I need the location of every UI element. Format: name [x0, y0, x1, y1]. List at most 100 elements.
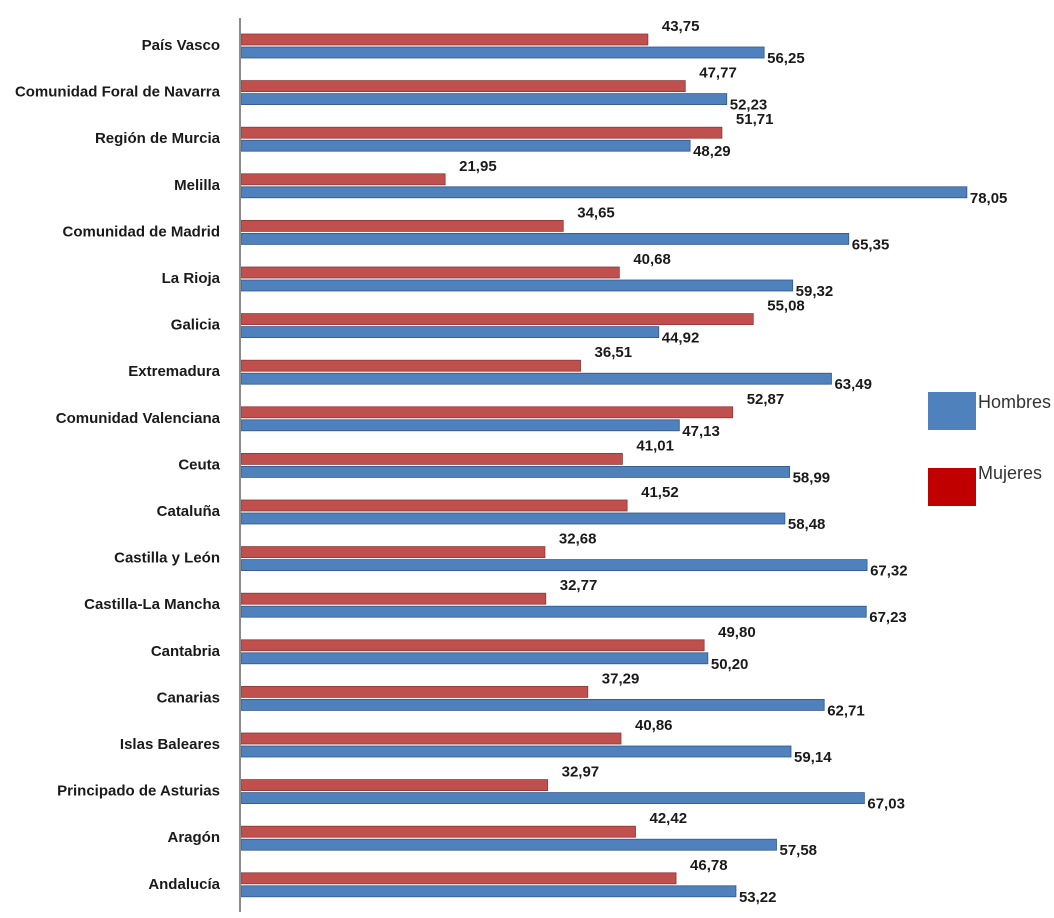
value-label-mujeres-melilla: 21,95	[459, 158, 497, 175]
value-label-hombres-extremadura: 63,49	[834, 376, 872, 393]
bar-hombres-extremadura	[240, 372, 832, 385]
value-label-mujeres-canarias: 37,29	[602, 670, 640, 687]
category-label-pais-vasco: País Vasco	[142, 37, 220, 54]
bar-mujeres-comunidad-foral-de-navarra	[240, 80, 686, 92]
legend-label-mujeres: Mujeres	[978, 463, 1043, 483]
category-label-comunidad-de-madrid: Comunidad de Madrid	[63, 223, 221, 240]
legend-swatch-mujeres	[928, 468, 976, 506]
bar-hombres-principado-de-asturias	[240, 792, 865, 804]
value-label-hombres-galicia: 44,92	[662, 330, 700, 347]
value-label-hombres-castilla-y-leon: 67,32	[870, 563, 908, 580]
category-label-melilla: Melilla	[174, 177, 221, 194]
bar-mujeres-melilla	[240, 173, 446, 186]
category-labels: País Vasco Comunidad Foral de Navarra Regi…	[15, 37, 221, 893]
value-label-hombres-comunidad-de-madrid: 65,35	[852, 236, 890, 253]
value-label-mujeres-region-de-murcia: 51,71	[736, 111, 774, 128]
legend-label-hombres: Hombres	[978, 392, 1052, 412]
bar-hombres-andalucia	[240, 885, 737, 898]
value-label-hombres-andalucia: 53,22	[739, 889, 777, 906]
bar-mujeres-cantabria	[240, 639, 705, 652]
bar-hombres-castilla-y-leon	[240, 559, 868, 571]
value-label-hombres-region-de-murcia: 48,29	[693, 143, 731, 160]
bar-mujeres-comunidad-de-madrid	[240, 219, 564, 232]
bar-hombres-pais-vasco	[240, 46, 765, 59]
bar-mujeres-pais-vasco	[240, 33, 649, 46]
value-label-hombres-comunidad-foral-de-navarra: 52,23	[730, 97, 768, 114]
bar-hombres-comunidad-valenciana	[240, 419, 680, 432]
category-label-andalucia: Andalucía	[148, 876, 220, 893]
bar-mujeres-andalucia	[240, 872, 677, 885]
bar-mujeres-islas-baleares	[240, 732, 622, 745]
value-label-mujeres-islas-baleares: 40,86	[635, 717, 673, 734]
value-label-hombres-comunidad-valenciana: 47,13	[682, 423, 720, 440]
value-label-mujeres-aragon: 42,42	[650, 810, 688, 827]
bar-hombres-la-rioja	[240, 279, 794, 292]
bar-mujeres-canarias	[240, 686, 589, 698]
value-label-hombres-pais-vasco: 56,25	[767, 50, 805, 67]
category-label-islas-baleares: Islas Baleares	[120, 736, 220, 753]
category-label-canarias: Canarias	[157, 689, 220, 706]
bar-hombres-melilla	[240, 186, 968, 199]
value-label-hombres-islas-baleares: 59,14	[794, 749, 832, 766]
bar-mujeres-principado-de-asturias	[240, 779, 549, 791]
value-label-mujeres-principado-de-asturias: 32,97	[562, 764, 600, 781]
bar-hombres-castilla-la-mancha	[240, 605, 867, 618]
value-label-hombres-principado-de-asturias: 67,03	[867, 796, 905, 813]
value-label-hombres-melilla: 78,05	[970, 190, 1008, 207]
bar-mujeres-region-de-murcia	[240, 126, 723, 139]
value-label-mujeres-galicia: 55,08	[767, 298, 805, 315]
value-label-hombres-aragon: 57,58	[779, 842, 817, 859]
value-label-mujeres-andalucia: 46,78	[690, 857, 728, 874]
bar-hombres-galicia	[240, 326, 660, 339]
bar-hombres-cataluna	[240, 512, 786, 525]
value-label-hombres-cataluna: 58,48	[788, 516, 826, 533]
category-label-principado-de-asturias: Principado de Asturias	[57, 783, 220, 800]
bar-mujeres-cataluna	[240, 499, 628, 512]
category-label-cantabria: Cantabria	[151, 643, 221, 660]
category-label-ceuta: Ceuta	[178, 456, 220, 473]
bars	[240, 33, 968, 898]
bar-hombres-islas-baleares	[240, 745, 792, 758]
value-label-mujeres-la-rioja: 40,68	[633, 251, 671, 268]
category-label-castilla-la-mancha: Castilla-La Mancha	[84, 596, 221, 613]
bar-hombres-comunidad-de-madrid	[240, 232, 850, 245]
bar-hombres-canarias	[240, 699, 825, 711]
bar-mujeres-ceuta	[240, 452, 623, 465]
category-label-extremadura: Extremadura	[128, 363, 220, 380]
value-label-hombres-ceuta: 58,99	[793, 469, 831, 486]
value-label-mujeres-pais-vasco: 43,75	[662, 18, 700, 35]
category-label-comunidad-valenciana: Comunidad Valenciana	[56, 410, 221, 427]
bar-hombres-aragon	[240, 838, 777, 851]
bar-mujeres-comunidad-valenciana	[240, 406, 734, 419]
value-label-hombres-canarias: 62,71	[827, 702, 865, 719]
category-label-la-rioja: La Rioja	[162, 270, 221, 287]
bar-mujeres-castilla-y-leon	[240, 546, 546, 558]
value-label-hombres-castilla-la-mancha: 67,23	[869, 609, 907, 626]
category-label-region-de-murcia: Región de Murcia	[95, 130, 221, 147]
bar-mujeres-castilla-la-mancha	[240, 592, 547, 605]
legend-swatch-hombres	[928, 392, 976, 430]
bar-hombres-region-de-murcia	[240, 139, 691, 152]
value-label-hombres-cantabria: 50,20	[711, 656, 749, 673]
value-label-mujeres-cataluna: 41,52	[641, 484, 679, 501]
value-label-mujeres-comunidad-foral-de-navarra: 47,77	[699, 65, 737, 82]
value-label-mujeres-comunidad-de-madrid: 34,65	[577, 204, 615, 221]
category-label-galicia: Galicia	[171, 317, 221, 334]
category-label-aragon: Aragón	[168, 829, 221, 846]
value-label-mujeres-comunidad-valenciana: 52,87	[747, 391, 785, 408]
value-label-mujeres-cantabria: 49,80	[718, 624, 756, 641]
bar-hombres-ceuta	[240, 465, 791, 478]
value-label-mujeres-castilla-la-mancha: 32,77	[560, 577, 598, 594]
value-label-hombres-la-rioja: 59,32	[796, 283, 834, 300]
category-label-comunidad-foral-de-navarra: Comunidad Foral de Navarra	[15, 84, 221, 101]
value-label-mujeres-ceuta: 41,01	[636, 437, 674, 454]
bar-mujeres-extremadura	[240, 359, 581, 372]
value-label-mujeres-castilla-y-leon: 32,68	[559, 531, 597, 548]
bar-mujeres-la-rioja	[240, 266, 620, 279]
bar-mujeres-aragon	[240, 825, 636, 838]
category-label-cataluna: Cataluña	[157, 503, 221, 520]
bar-hombres-cantabria	[240, 652, 709, 665]
value-label-mujeres-extremadura: 36,51	[595, 344, 633, 361]
